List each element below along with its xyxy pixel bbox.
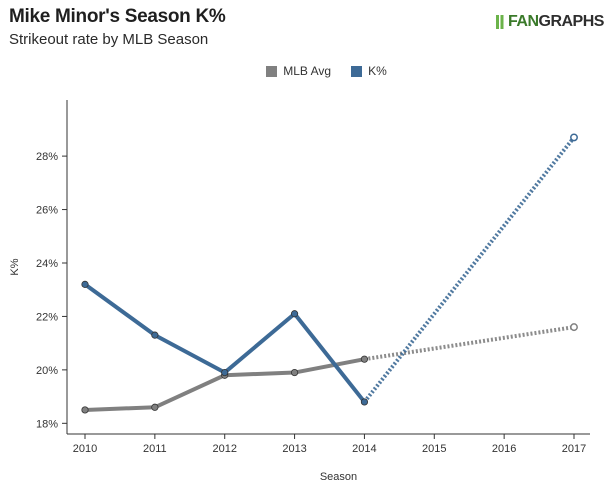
legend-item-mlb-avg[interactable]: MLB Avg bbox=[266, 64, 331, 78]
series-projection-k-pct bbox=[362, 136, 576, 404]
series-line-k-pct bbox=[83, 282, 366, 404]
series-projection-mlb-avg bbox=[364, 325, 575, 362]
data-point-mlb-avg bbox=[151, 403, 159, 411]
x-tick-label: 2017 bbox=[562, 443, 586, 455]
chart-legend: MLB Avg K% bbox=[0, 64, 613, 78]
x-tick-label: 2015 bbox=[422, 443, 446, 455]
fangraphs-logo-icon bbox=[496, 15, 506, 29]
data-point-mlb-avg bbox=[360, 355, 369, 363]
y-tick-label: 28% bbox=[36, 151, 58, 163]
legend-swatch-mlb-avg bbox=[266, 65, 278, 77]
x-tick-label: 2011 bbox=[143, 443, 167, 455]
data-point-mlb-avg bbox=[290, 368, 299, 377]
y-axis-title: K% bbox=[9, 258, 21, 275]
y-tick-label: 26% bbox=[36, 205, 58, 217]
legend-label-k-pct: K% bbox=[368, 64, 387, 78]
data-point-k-pct bbox=[360, 398, 369, 406]
legend-label-mlb-avg: MLB Avg bbox=[283, 64, 332, 78]
x-tick-label: 2012 bbox=[212, 443, 236, 455]
chart-subtitle: Strikeout rate by MLB Season bbox=[9, 31, 209, 48]
x-axis-title: Season bbox=[320, 471, 357, 483]
logo-text-fan: FAN bbox=[508, 13, 539, 30]
x-tick-label: 2016 bbox=[492, 443, 516, 455]
projected-point-k-pct bbox=[570, 133, 578, 142]
data-point-k-pct bbox=[81, 280, 89, 288]
chart-title: Mike Minor's Season K% bbox=[9, 6, 226, 27]
projected-point-mlb-avg bbox=[570, 323, 578, 332]
y-tick-label: 20% bbox=[36, 365, 58, 377]
data-point-mlb-avg bbox=[81, 406, 89, 414]
y-tick-label: 24% bbox=[36, 258, 58, 270]
legend-item-k-pct[interactable]: K% bbox=[351, 64, 387, 78]
data-point-k-pct bbox=[290, 310, 299, 318]
y-tick-label: 18% bbox=[36, 418, 58, 430]
logo-text-graphs: GRAPHS bbox=[538, 13, 605, 30]
fangraphs-logo: FAN GRAPHS bbox=[496, 13, 604, 31]
x-tick-label: 2014 bbox=[352, 443, 376, 455]
y-tick-label: 22% bbox=[36, 311, 58, 323]
series-line-mlb-avg bbox=[84, 357, 365, 412]
data-point-k-pct bbox=[221, 368, 229, 377]
legend-swatch-k-pct bbox=[351, 65, 363, 77]
x-tick-label: 2013 bbox=[282, 443, 306, 455]
x-tick-label: 2010 bbox=[73, 443, 97, 455]
data-point-k-pct bbox=[151, 331, 159, 339]
